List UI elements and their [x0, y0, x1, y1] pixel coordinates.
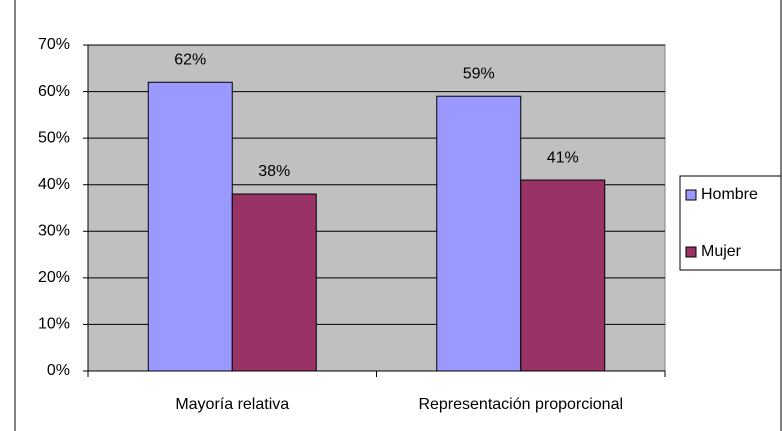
y-tick-label: 70%	[38, 36, 70, 53]
bar	[436, 95, 522, 372]
x-tick-label: Representación proporcional	[418, 396, 623, 413]
y-tick-label: 40%	[38, 176, 70, 193]
x-tick-label: Mayoría relativa	[175, 396, 289, 413]
value-label: 41%	[547, 149, 579, 166]
legend-label: Mujer	[701, 243, 742, 260]
y-tick-label: 60%	[38, 83, 70, 100]
y-tick-label: 10%	[38, 316, 70, 333]
value-label: 38%	[258, 163, 290, 180]
y-tick-label: 0%	[47, 362, 70, 379]
bar	[520, 179, 606, 372]
legend-swatch	[685, 246, 697, 258]
bar	[231, 193, 317, 372]
value-label: 59%	[463, 65, 495, 82]
y-tick-label: 50%	[38, 129, 70, 146]
bar	[147, 81, 233, 372]
legend-label: Hombre	[701, 186, 758, 203]
legend	[679, 175, 782, 271]
value-label: 62%	[174, 51, 206, 68]
legend-swatch	[685, 189, 697, 201]
y-tick-label: 30%	[38, 223, 70, 240]
y-tick-label: 20%	[38, 269, 70, 286]
